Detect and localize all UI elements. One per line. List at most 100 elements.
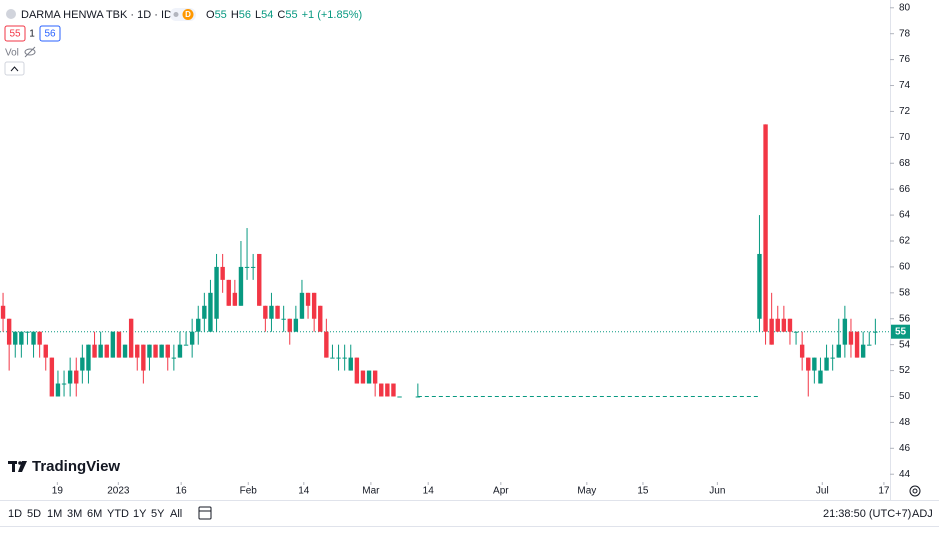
candle-body — [372, 370, 378, 384]
candle-body — [848, 331, 854, 345]
candle-body — [208, 292, 213, 332]
volume-label: Vol — [5, 48, 19, 59]
y-tick-label: 58 — [899, 287, 911, 298]
candle-body — [336, 357, 341, 359]
bid: 55 — [9, 29, 21, 40]
candle-body — [74, 370, 79, 384]
timeframe-button[interactable]: 1M — [47, 508, 62, 520]
ohlc-value: 55 — [285, 9, 297, 21]
candle-body — [775, 318, 780, 332]
candle-body — [873, 331, 878, 333]
candle-body — [799, 344, 805, 358]
candle-body — [281, 318, 286, 320]
candle-body — [299, 292, 305, 319]
y-tick-label: 66 — [899, 184, 911, 195]
y-tick-label: 80 — [899, 2, 911, 13]
x-tick-label: Jun — [709, 486, 725, 497]
goto-date-icon[interactable] — [198, 506, 212, 520]
collapse-icon — [10, 66, 19, 72]
candle-body — [275, 305, 280, 319]
timeframe-button[interactable]: 3M — [67, 508, 82, 520]
candle-body — [806, 357, 811, 371]
hide-icon[interactable] — [24, 46, 36, 58]
candle-body — [757, 253, 762, 319]
y-tick-label: 60 — [899, 262, 911, 273]
timeframe-button[interactable]: 5Y — [151, 508, 165, 520]
timeframe-button[interactable]: All — [170, 508, 182, 520]
candle-body — [86, 344, 91, 371]
candle-body — [391, 383, 396, 397]
candle-body — [360, 370, 366, 384]
x-tick-label: May — [577, 486, 596, 497]
candle-body — [153, 344, 158, 358]
x-tick-label: 16 — [176, 486, 188, 497]
y-tick-label: 72 — [899, 106, 911, 117]
ohlc-key: O — [206, 9, 215, 21]
x-tick-label: 19 — [52, 486, 64, 497]
y-tick-label: 78 — [899, 28, 911, 39]
candle-body — [128, 318, 134, 358]
candle-body — [781, 318, 787, 332]
candle-body — [269, 305, 274, 319]
candle-body — [232, 292, 238, 306]
timeframe-button[interactable]: YTD — [107, 508, 129, 520]
timeframe-button[interactable]: 1Y — [133, 508, 147, 520]
candle-body — [824, 357, 829, 371]
candle-body — [830, 357, 835, 359]
candle-body — [226, 279, 231, 306]
candle-body — [104, 344, 109, 358]
candle-body — [763, 124, 768, 332]
candle-body — [787, 318, 793, 332]
candle-body — [98, 344, 103, 358]
x-tick-label: 17 — [878, 486, 890, 497]
ask-box[interactable] — [39, 25, 61, 42]
candle-body — [818, 370, 823, 384]
spread: 1 — [29, 29, 35, 40]
ohlc-value: 54 — [261, 9, 273, 21]
candle-body — [171, 357, 177, 359]
symbol-icon — [6, 9, 16, 19]
candle-body — [55, 383, 61, 397]
candle-body — [250, 266, 256, 268]
x-tick-label: 2023 — [107, 486, 130, 497]
candle-body — [13, 331, 18, 345]
candle-body — [385, 383, 390, 397]
candle-body — [196, 318, 201, 332]
x-tick-label: 15 — [637, 486, 649, 497]
y-tick-label: 48 — [899, 417, 911, 428]
x-tick-label: Mar — [362, 486, 380, 497]
candle-body — [165, 344, 170, 358]
y-tick-label: 62 — [899, 236, 911, 247]
last-price-box — [891, 324, 910, 339]
candle-body — [31, 331, 36, 345]
candle-body — [141, 344, 146, 371]
candle-body — [177, 344, 183, 358]
candle-body — [110, 331, 116, 358]
timeframe-button[interactable]: 5D — [27, 508, 41, 520]
bid-box[interactable] — [4, 25, 26, 42]
candle-body — [257, 253, 262, 306]
ohlc-value: 56 — [239, 9, 251, 21]
candle-body — [122, 344, 128, 358]
candle-body — [318, 305, 323, 332]
timeframe-button[interactable]: 1D — [8, 508, 22, 520]
clock: 21:38:50 (UTC+7) — [823, 508, 911, 520]
y-tick-label: 70 — [899, 132, 911, 143]
ohlc-key: H — [231, 9, 239, 21]
candle-body — [67, 370, 73, 384]
settings-icon[interactable] — [909, 485, 921, 497]
timeframe-button[interactable]: 6M — [87, 508, 102, 520]
candle-body — [238, 266, 244, 306]
adjust[interactable]: ADJ — [912, 508, 933, 520]
candle-body — [214, 266, 219, 319]
candle-body — [25, 331, 30, 333]
candle-body — [793, 331, 799, 333]
ohlc-key: L — [255, 9, 261, 21]
candle-body — [342, 357, 347, 359]
ask: 56 — [44, 29, 56, 40]
candle-body — [348, 357, 353, 371]
collapse-button[interactable] — [4, 61, 25, 76]
candle-body — [0, 305, 6, 319]
